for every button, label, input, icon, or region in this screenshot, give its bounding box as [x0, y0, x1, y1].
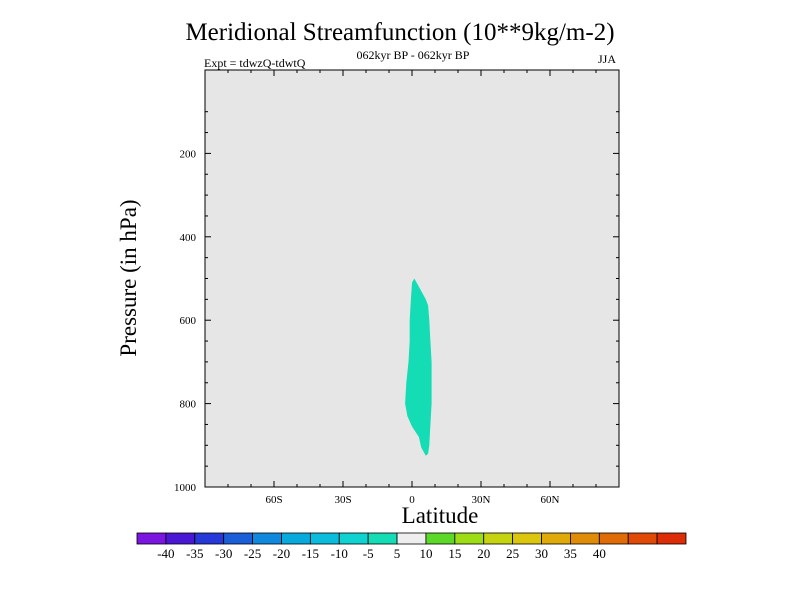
colorbar-label: -25	[244, 546, 261, 561]
colorbar-label: 10	[419, 546, 432, 561]
colorbar-box	[165, 532, 196, 545]
colorbar-label: 15	[448, 546, 461, 561]
colorbar-label: 20	[477, 546, 490, 561]
colorbar-label: 25	[506, 546, 519, 561]
colorbar-box	[483, 532, 514, 545]
colorbar-box	[656, 532, 687, 545]
y-tick-label: 200	[180, 148, 197, 160]
colorbar-box	[541, 532, 571, 545]
colorbar-label: 40	[593, 546, 606, 561]
colorbar-label: -5	[363, 546, 374, 561]
colorbar-label: -40	[157, 546, 174, 561]
colorbar-box	[309, 532, 340, 545]
contour-region-0	[405, 278, 432, 456]
chart-subtitle: 062kyr BP - 062kyr BP	[356, 48, 470, 62]
season-label: JJA	[598, 52, 617, 66]
x-tick-label: 30N	[472, 494, 491, 506]
colorbar-box	[194, 532, 225, 545]
colorbar-box	[223, 532, 253, 545]
chart-title: Meridional Streamfunction (10**9kg/m-2)	[185, 19, 615, 46]
colorbar-label: -15	[302, 546, 319, 561]
experiment-label: Expt = tdwzQ-tdwtQ	[204, 56, 306, 70]
colorbar-box	[252, 532, 282, 545]
x-tick-label: 0	[409, 494, 415, 506]
colorbar-box	[598, 532, 629, 545]
y-tick-label: 800	[180, 399, 197, 411]
colorbar-box	[454, 532, 485, 545]
y-tick-label: 400	[180, 232, 197, 244]
colorbar-label: -20	[273, 546, 290, 561]
colorbar-box	[396, 532, 427, 545]
colorbar-box	[136, 532, 167, 545]
colorbar-box	[570, 532, 600, 545]
x-axis-label: Latitude	[401, 503, 479, 528]
colorbar-box	[627, 532, 658, 545]
colorbar-label: 35	[564, 546, 577, 561]
colorbar-box	[367, 532, 398, 545]
colorbar-box	[425, 532, 456, 545]
x-tick-label: 60N	[541, 494, 560, 506]
y-tick-label: 600	[180, 315, 197, 327]
colorbar-box	[338, 532, 369, 545]
colorbar-label: -10	[331, 546, 348, 561]
colorbar-label: -30	[215, 546, 232, 561]
colorbar-label: 5	[394, 546, 401, 561]
y-tick-label: 1000	[174, 482, 197, 494]
x-tick-label: 30S	[334, 494, 351, 506]
colorbar-label: -35	[186, 546, 203, 561]
colorbar-box	[281, 532, 311, 545]
colorbar-box	[512, 532, 542, 545]
x-tick-label: 60S	[265, 494, 282, 506]
colorbar-label: 30	[535, 546, 548, 561]
